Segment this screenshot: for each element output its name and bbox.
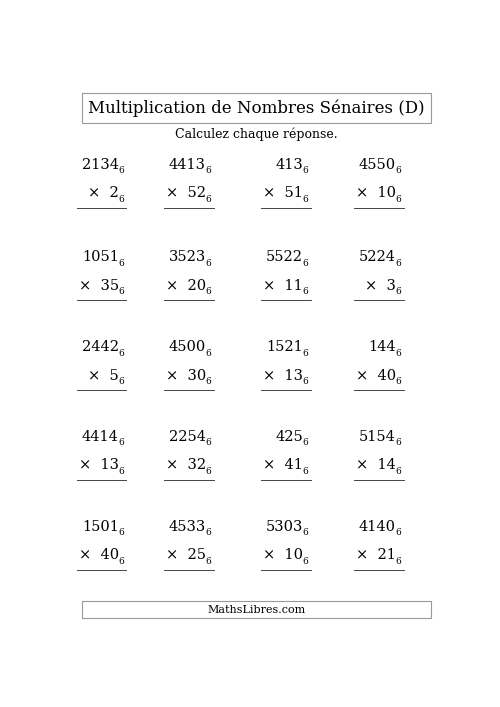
Text: 425: 425 xyxy=(275,430,303,444)
Text: 6: 6 xyxy=(303,528,308,537)
Text: 2254: 2254 xyxy=(169,430,206,444)
Text: 6: 6 xyxy=(396,194,402,204)
FancyBboxPatch shape xyxy=(82,601,430,619)
Text: 4533: 4533 xyxy=(168,520,206,534)
Text: 6: 6 xyxy=(118,377,124,386)
Text: 413: 413 xyxy=(275,158,303,172)
Text: ×  10: × 10 xyxy=(263,548,303,562)
Text: 6: 6 xyxy=(206,259,212,268)
Text: 4414: 4414 xyxy=(82,430,118,444)
Text: 6: 6 xyxy=(118,194,124,204)
Text: 2442: 2442 xyxy=(82,340,118,354)
Text: ×  5: × 5 xyxy=(88,368,118,382)
Text: 5303: 5303 xyxy=(266,520,303,534)
Text: ×  3: × 3 xyxy=(365,279,396,293)
Text: 6: 6 xyxy=(206,377,212,386)
Text: 6: 6 xyxy=(118,556,124,566)
Text: ×  13: × 13 xyxy=(263,368,303,382)
Text: ×  30: × 30 xyxy=(166,368,206,382)
Text: ×  13: × 13 xyxy=(78,458,118,472)
Text: 6: 6 xyxy=(303,556,308,566)
Text: 6: 6 xyxy=(303,349,308,358)
Text: 4500: 4500 xyxy=(168,340,206,354)
Text: 6: 6 xyxy=(206,166,212,175)
Text: 6: 6 xyxy=(396,259,402,268)
Text: 6: 6 xyxy=(396,287,402,296)
Text: 6: 6 xyxy=(206,287,212,296)
Text: 6: 6 xyxy=(396,556,402,566)
Text: 6: 6 xyxy=(206,194,212,204)
Text: 6: 6 xyxy=(206,467,212,476)
Text: 6: 6 xyxy=(206,556,212,566)
Text: MathsLibres.com: MathsLibres.com xyxy=(207,604,306,614)
Text: 1521: 1521 xyxy=(266,340,303,354)
Text: ×  32: × 32 xyxy=(166,458,206,472)
Text: 6: 6 xyxy=(303,438,308,448)
Text: 6: 6 xyxy=(118,438,124,448)
Text: 6: 6 xyxy=(118,467,124,476)
Text: 6: 6 xyxy=(303,166,308,175)
Text: ×  10: × 10 xyxy=(356,186,396,200)
Text: 6: 6 xyxy=(206,438,212,448)
Text: 6: 6 xyxy=(118,259,124,268)
Text: 6: 6 xyxy=(303,287,308,296)
Text: ×  52: × 52 xyxy=(166,186,206,200)
Text: 4413: 4413 xyxy=(169,158,206,172)
Text: 6: 6 xyxy=(118,166,124,175)
Text: 6: 6 xyxy=(206,349,212,358)
Text: 6: 6 xyxy=(303,377,308,386)
Text: 6: 6 xyxy=(396,528,402,537)
Text: ×  35: × 35 xyxy=(78,279,118,293)
Text: ×  20: × 20 xyxy=(166,279,206,293)
Text: 1501: 1501 xyxy=(82,520,118,534)
Text: 5522: 5522 xyxy=(266,250,303,264)
Text: 6: 6 xyxy=(206,528,212,537)
Text: 5224: 5224 xyxy=(359,250,396,264)
Text: ×  14: × 14 xyxy=(356,458,396,472)
Text: 6: 6 xyxy=(118,349,124,358)
Text: 1051: 1051 xyxy=(82,250,118,264)
Text: ×  41: × 41 xyxy=(263,458,303,472)
Text: ×  40: × 40 xyxy=(356,368,396,382)
Text: ×  40: × 40 xyxy=(78,548,118,562)
Text: 144: 144 xyxy=(368,340,396,354)
Text: 6: 6 xyxy=(396,467,402,476)
Text: ×  2: × 2 xyxy=(88,186,118,200)
Text: 6: 6 xyxy=(303,259,308,268)
FancyBboxPatch shape xyxy=(82,93,430,123)
Text: 4140: 4140 xyxy=(359,520,396,534)
Text: 3523: 3523 xyxy=(168,250,206,264)
Text: ×  11: × 11 xyxy=(263,279,303,293)
Text: 5154: 5154 xyxy=(359,430,396,444)
Text: ×  21: × 21 xyxy=(356,548,396,562)
Text: Multiplication de Nombres Sénaires (D): Multiplication de Nombres Sénaires (D) xyxy=(88,99,424,117)
Text: 6: 6 xyxy=(396,166,402,175)
Text: 4550: 4550 xyxy=(358,158,396,172)
Text: 6: 6 xyxy=(396,438,402,448)
Text: 6: 6 xyxy=(303,467,308,476)
Text: 6: 6 xyxy=(118,287,124,296)
Text: 6: 6 xyxy=(396,349,402,358)
Text: 6: 6 xyxy=(303,194,308,204)
Text: ×  51: × 51 xyxy=(263,186,303,200)
Text: 6: 6 xyxy=(396,377,402,386)
Text: 6: 6 xyxy=(118,528,124,537)
Text: Calculez chaque réponse.: Calculez chaque réponse. xyxy=(175,127,338,141)
Text: 2134: 2134 xyxy=(82,158,118,172)
Text: ×  25: × 25 xyxy=(166,548,206,562)
